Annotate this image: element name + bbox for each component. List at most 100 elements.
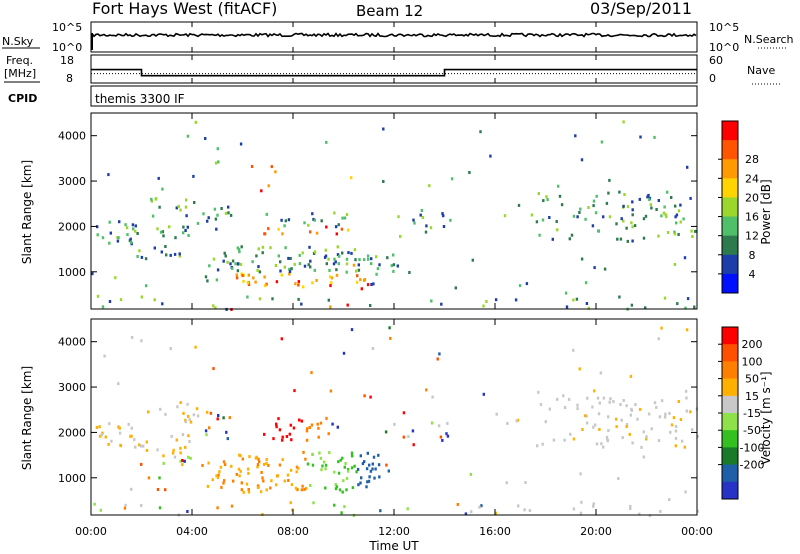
x-tick-label: 12:00 xyxy=(378,525,410,538)
data-point xyxy=(584,281,588,285)
data-point xyxy=(247,283,251,286)
data-point xyxy=(675,213,679,217)
data-point xyxy=(289,501,292,505)
data-point xyxy=(333,470,336,474)
velocity-colorbar: 200 100 50 15 -15 -50 -100 -200 xyxy=(718,326,764,500)
data-point xyxy=(357,483,360,487)
data-point xyxy=(248,455,251,459)
data-point xyxy=(572,507,576,511)
data-point xyxy=(655,405,658,409)
data-point xyxy=(308,426,311,429)
data-point xyxy=(330,276,334,280)
data-point xyxy=(184,445,187,449)
data-point xyxy=(140,339,143,343)
data-point xyxy=(176,405,179,409)
data-point xyxy=(283,265,286,269)
data-point xyxy=(567,397,571,401)
data-point xyxy=(350,176,353,180)
data-point xyxy=(280,218,283,222)
data-point xyxy=(355,470,358,474)
data-point xyxy=(292,426,296,430)
data-point xyxy=(363,460,366,464)
x-tick-label: 04:00 xyxy=(176,525,208,538)
data-point xyxy=(677,233,680,236)
data-point xyxy=(342,351,346,355)
data-point xyxy=(202,212,205,216)
y-tick-label: 4000 xyxy=(58,336,86,349)
data-point xyxy=(445,432,448,436)
data-point xyxy=(563,406,567,409)
data-point xyxy=(184,205,188,209)
data-point xyxy=(157,176,160,180)
data-point xyxy=(375,255,378,259)
data-point xyxy=(657,337,660,341)
x-tick-label: 16:00 xyxy=(479,525,511,538)
data-point xyxy=(189,420,193,424)
data-point xyxy=(288,270,292,274)
freq-tick-bottom: 8 xyxy=(66,72,73,85)
data-point xyxy=(240,481,243,485)
data-point xyxy=(341,216,344,220)
data-point xyxy=(211,478,214,482)
data-point xyxy=(689,410,692,414)
data-point xyxy=(237,248,241,252)
data-point xyxy=(392,263,396,267)
data-point xyxy=(544,420,547,424)
data-point xyxy=(336,253,340,257)
data-point xyxy=(369,395,372,399)
data-point xyxy=(172,448,175,452)
data-point xyxy=(229,262,232,266)
colorbar-swatch xyxy=(722,216,738,237)
data-point xyxy=(359,454,362,458)
data-point xyxy=(297,297,300,301)
data-point xyxy=(335,273,339,277)
data-point xyxy=(280,273,283,277)
data-point xyxy=(300,488,304,492)
data-point xyxy=(145,448,149,452)
data-point xyxy=(347,251,350,255)
data-point xyxy=(602,215,605,219)
colorbar-frame xyxy=(721,120,739,294)
data-point xyxy=(220,485,223,489)
data-point xyxy=(223,479,226,483)
data-point xyxy=(310,371,313,375)
data-point xyxy=(683,256,687,260)
data-point xyxy=(607,191,610,195)
data-point xyxy=(634,403,637,407)
data-point xyxy=(255,254,258,258)
data-point xyxy=(216,213,219,217)
data-point xyxy=(680,439,684,443)
data-point xyxy=(353,464,356,468)
data-point xyxy=(222,481,225,485)
data-point xyxy=(290,483,294,487)
y-tick-label: 1000 xyxy=(58,472,86,485)
x-tick-label: 00:00 xyxy=(75,525,107,538)
data-point xyxy=(186,402,189,406)
data-point xyxy=(164,412,167,416)
data-point xyxy=(631,213,634,217)
data-point xyxy=(376,267,380,271)
data-point xyxy=(494,298,498,302)
data-point xyxy=(237,262,240,266)
data-point xyxy=(247,488,250,491)
data-point xyxy=(539,403,543,407)
data-point xyxy=(271,297,274,301)
data-point xyxy=(649,203,652,207)
data-point xyxy=(194,120,197,124)
colorbar-tick-label: 15 xyxy=(745,390,759,403)
data-point xyxy=(179,446,182,450)
data-point xyxy=(232,479,235,483)
data-point xyxy=(265,458,268,461)
data-point xyxy=(345,257,349,261)
data-point xyxy=(578,211,581,214)
data-point xyxy=(478,505,481,509)
data-point xyxy=(222,259,225,263)
data-point xyxy=(284,246,287,250)
data-point xyxy=(370,257,373,261)
data-point xyxy=(626,239,629,243)
data-point xyxy=(222,460,226,464)
colorbar-swatch xyxy=(722,413,738,431)
data-point xyxy=(240,272,243,276)
data-point xyxy=(669,430,672,434)
data-point xyxy=(402,411,406,415)
